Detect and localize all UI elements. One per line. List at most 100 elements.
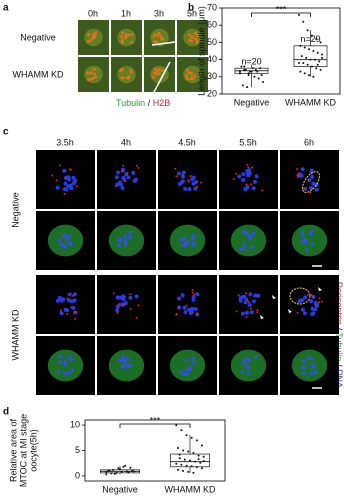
mtoc xyxy=(122,303,125,306)
chromosome xyxy=(120,31,124,35)
y-axis-label: oocyte(5h) xyxy=(28,429,38,472)
chromosome xyxy=(245,310,250,315)
chromosome xyxy=(180,243,185,248)
data-point xyxy=(108,469,111,472)
mtoc xyxy=(195,312,198,315)
chromosome xyxy=(131,170,136,175)
time-label: 3.5h xyxy=(56,137,74,147)
mtoc xyxy=(312,296,315,299)
mtoc xyxy=(66,312,69,315)
chromosome xyxy=(88,71,92,75)
chromosome xyxy=(251,299,256,304)
data-point xyxy=(302,62,305,65)
mtoc xyxy=(245,315,248,318)
chromosome xyxy=(121,294,126,299)
chromosome xyxy=(63,245,67,249)
chromosome xyxy=(63,360,67,364)
data-point xyxy=(197,458,200,461)
chromosome xyxy=(154,40,158,44)
mtoc xyxy=(247,300,250,303)
chromosome xyxy=(180,174,185,179)
chromosome xyxy=(191,294,196,299)
y-tick-label: 60 xyxy=(207,20,217,30)
chromosome xyxy=(181,170,186,175)
chromosome xyxy=(191,297,196,302)
arrowhead xyxy=(288,309,292,313)
data-point xyxy=(195,466,198,469)
mtoc xyxy=(193,293,196,296)
data-point xyxy=(176,468,179,471)
data-point xyxy=(183,458,186,461)
mtoc xyxy=(175,175,178,178)
chromosome xyxy=(244,231,249,236)
mtoc xyxy=(256,309,259,312)
chromosome xyxy=(59,311,64,316)
y-tick-label: 40 xyxy=(207,54,217,64)
data-point xyxy=(190,465,193,468)
chromosome xyxy=(300,239,305,244)
chromosome xyxy=(195,292,200,297)
chromosome xyxy=(59,298,64,303)
chromosome xyxy=(128,231,133,235)
data-point xyxy=(306,63,309,66)
data-point xyxy=(243,68,246,71)
chromosome xyxy=(125,76,129,80)
chromosome xyxy=(132,178,137,183)
chromosome xyxy=(240,311,245,316)
arrowhead xyxy=(318,287,322,291)
mtoc xyxy=(64,176,67,179)
chromosome xyxy=(248,236,253,241)
chromosome xyxy=(256,293,261,298)
chromosome xyxy=(122,359,127,363)
data-point xyxy=(321,56,324,59)
chromosome xyxy=(123,242,128,246)
chromosome xyxy=(300,298,305,303)
chromosome xyxy=(314,370,318,375)
data-point xyxy=(180,463,183,466)
spindle-signal xyxy=(291,349,328,382)
data-point xyxy=(187,450,190,453)
data-point xyxy=(176,446,179,449)
chromosome xyxy=(117,243,122,248)
chromosome xyxy=(183,241,188,245)
plot-frame xyxy=(221,7,341,95)
data-point xyxy=(178,457,181,460)
chromosome xyxy=(309,231,313,236)
data-point xyxy=(105,470,108,473)
data-point xyxy=(321,53,324,56)
chromosome xyxy=(129,69,133,73)
time-label: 1h xyxy=(121,8,131,18)
mtoc xyxy=(177,307,180,310)
spindle-length-bar xyxy=(153,61,171,93)
mtoc xyxy=(51,174,54,177)
panel-label: c xyxy=(3,127,9,138)
data-point xyxy=(185,434,188,437)
data-point xyxy=(180,429,183,432)
mtoc xyxy=(63,192,66,195)
mtoc xyxy=(296,311,299,314)
chromosome xyxy=(127,364,131,369)
data-point xyxy=(308,48,311,51)
chromosome xyxy=(240,370,245,374)
time-label: 0h xyxy=(88,8,98,18)
chromosome xyxy=(62,168,67,173)
chromosome xyxy=(67,292,72,297)
chromosome xyxy=(254,174,259,179)
significance-bracket xyxy=(119,423,191,428)
chromosome xyxy=(183,186,188,191)
chromosome xyxy=(302,359,306,364)
chromosome xyxy=(86,39,90,43)
chromosome xyxy=(193,74,197,78)
chromosome xyxy=(56,369,61,374)
mtoc xyxy=(318,301,321,304)
data-point xyxy=(243,65,246,68)
data-point xyxy=(119,468,121,471)
mtoc xyxy=(66,297,69,300)
chromosome xyxy=(185,68,189,72)
chromosome xyxy=(93,72,97,76)
data-point xyxy=(129,466,132,469)
data-point xyxy=(127,471,130,474)
chromosome xyxy=(310,242,315,246)
chromosome xyxy=(67,242,72,246)
